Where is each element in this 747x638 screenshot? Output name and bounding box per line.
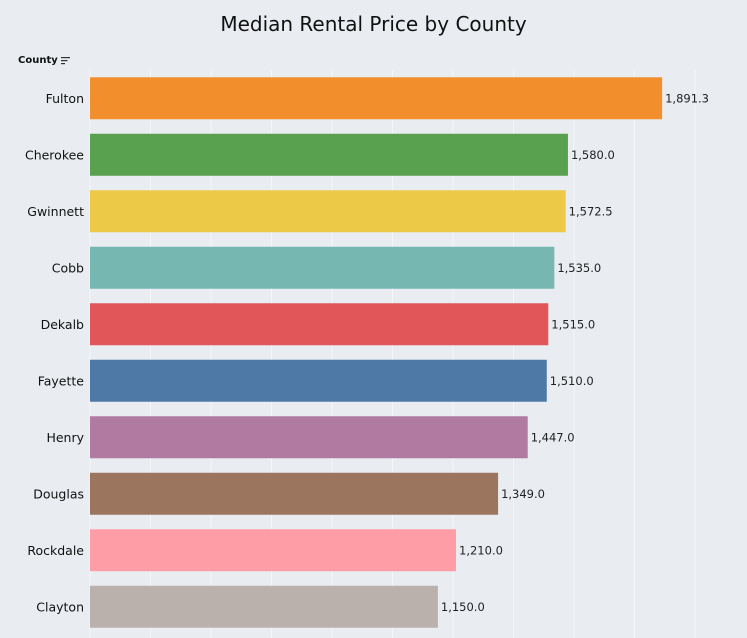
value-label: 1,210.0 bbox=[459, 543, 503, 557]
county-column-header[interactable]: County bbox=[18, 55, 71, 66]
value-label: 1,580.0 bbox=[571, 148, 615, 162]
category-label: Gwinnett bbox=[27, 204, 84, 219]
category-label: Dekalb bbox=[41, 317, 84, 332]
value-label: 1,510.0 bbox=[550, 374, 594, 388]
value-label: 1,891.3 bbox=[665, 91, 709, 105]
bar[interactable] bbox=[90, 303, 549, 346]
chart-title: Median Rental Price by County bbox=[220, 12, 527, 36]
bar[interactable] bbox=[90, 77, 663, 120]
category-label: Cobb bbox=[52, 260, 84, 275]
value-label: 1,150.0 bbox=[441, 600, 485, 614]
bar[interactable] bbox=[90, 585, 438, 628]
county-header-label: County bbox=[18, 55, 58, 66]
sort-descending-icon[interactable] bbox=[60, 56, 71, 66]
bar[interactable] bbox=[90, 133, 568, 176]
value-label: 1,349.0 bbox=[501, 487, 545, 501]
bar[interactable] bbox=[90, 246, 555, 289]
value-label: 1,447.0 bbox=[531, 430, 575, 444]
category-label: Rockdale bbox=[27, 543, 84, 558]
category-label: Fayette bbox=[38, 373, 85, 388]
value-label: 1,535.0 bbox=[557, 261, 601, 275]
category-label: Clayton bbox=[36, 599, 84, 614]
bar[interactable] bbox=[90, 472, 499, 515]
bar[interactable] bbox=[90, 359, 547, 402]
value-label: 1,572.5 bbox=[569, 204, 613, 218]
value-label: 1,515.0 bbox=[551, 317, 595, 331]
bar[interactable] bbox=[90, 529, 457, 572]
category-label: Douglas bbox=[33, 486, 84, 501]
bar[interactable] bbox=[90, 190, 566, 233]
bar[interactable] bbox=[90, 416, 528, 459]
category-label: Fulton bbox=[46, 91, 84, 106]
category-label: Cherokee bbox=[25, 147, 84, 162]
category-label: Henry bbox=[46, 430, 84, 445]
